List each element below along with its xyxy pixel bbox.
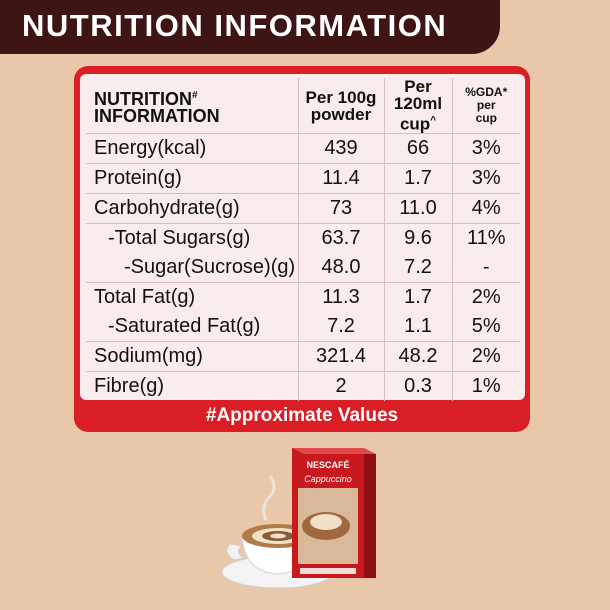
row-gda: 3% [452, 163, 520, 194]
row-per-100g: 48.0 [298, 253, 385, 283]
header-gda-l2: per [476, 98, 496, 112]
row-gda: 2% [452, 341, 520, 372]
row-per-100g: 2 [298, 371, 385, 401]
header-nutrient: NUTRITION# INFORMATION [86, 78, 299, 134]
row-name: Protein(g) [86, 163, 299, 194]
cup-handle-image [226, 543, 246, 561]
row-gda: 5% [452, 312, 520, 342]
row-name: Total Fat(g) [86, 282, 299, 312]
header-nutrient-mark: # [192, 89, 198, 101]
row-per-cup: 9.6 [384, 223, 453, 253]
table-row: Total Fat(g) 11.3 1.7 2% [86, 282, 520, 312]
row-name: Sodium(mg) [86, 341, 299, 372]
row-gda: 1% [471, 375, 501, 397]
product-box-foam-image [310, 514, 342, 530]
row-gda: 4% [452, 193, 520, 224]
header-per-cup-l3: cup [399, 114, 431, 134]
header-per-100g: Per 100g powder [298, 78, 385, 134]
row-per-100g: 439 [298, 133, 385, 164]
header-nutrient-l2: INFORMATION [94, 105, 220, 126]
table-header-row: NUTRITION# INFORMATION Per 100g powder P… [86, 78, 520, 134]
approximate-values-note: #Approximate Values [205, 405, 399, 426]
row-per-cup: 0.3 [384, 371, 453, 401]
row-per-100g: 321.4 [298, 341, 385, 372]
header-gda-l3: cup [475, 111, 497, 125]
table-row: -Total Sugars(g) 63.7 9.6 11% [86, 223, 520, 253]
header-gda: %GDA* per cup [452, 78, 520, 134]
table-row: Energy(kcal) 439 66 3% [86, 133, 520, 164]
row-per-cup: 66 [384, 133, 453, 164]
row-gda: 2% [471, 286, 501, 308]
page-title: NUTRITION INFORMATION [22, 8, 448, 43]
row-per-cup: 1.7 [384, 163, 453, 194]
table-row: Fibre(g) 2 0.3 1% [86, 371, 520, 401]
table-row: Sodium(mg) 321.4 48.2 2% [86, 341, 520, 372]
product-box-label-strip [300, 568, 356, 574]
row-name: -Saturated Fat(g) [86, 312, 299, 342]
row-gda: 3% [452, 133, 520, 164]
row-name: Fibre(g) [86, 371, 299, 401]
table-row: Carbohydrate(g) 73 11.0 4% [86, 193, 520, 224]
steam-image [262, 475, 276, 521]
row-name: Energy(kcal) [86, 133, 299, 164]
title-banner: NUTRITION INFORMATION [0, 0, 500, 54]
header-per-100g-l2: powder [310, 104, 372, 124]
product-image: NESCAFÉ Cappuccino [221, 448, 376, 589]
row-per-100g: 11.4 [298, 163, 385, 194]
header-per-cup-l2: 120ml [393, 94, 443, 114]
header-nutrient-l1: NUTRITION [94, 88, 192, 109]
product-box-side-image [364, 454, 376, 578]
row-per-cup: 1.1 [384, 312, 453, 342]
row-per-100g: 63.7 [298, 223, 385, 253]
row-per-100g: 11.3 [298, 282, 385, 312]
table-row: Protein(g) 11.4 1.7 3% [86, 163, 520, 194]
product-name: Cappuccino [304, 474, 352, 484]
row-per-100g: 7.2 [298, 312, 385, 342]
nutrition-table: NUTRITION# INFORMATION Per 100g powder P… [86, 78, 520, 401]
header-per-cup-l1: Per [404, 77, 432, 97]
row-per-cup: 1.7 [384, 282, 453, 312]
product-brand: NESCAFÉ [306, 460, 349, 470]
header-gda-l1: %GDA* [465, 85, 508, 99]
table-row: -Sugar(Sucrose)(g) 48.0 7.2 - [86, 253, 520, 283]
row-name: -Total Sugars(g) [86, 223, 299, 253]
coffee-art-center-image [270, 533, 286, 539]
row-per-cup: 7.2 [384, 253, 453, 283]
row-gda: 11% [466, 227, 506, 249]
header-per-cup-mark: ^ [430, 115, 437, 127]
row-per-cup: 48.2 [384, 341, 453, 372]
row-per-100g: 73 [298, 193, 385, 224]
row-per-cup: 11.0 [384, 193, 453, 224]
row-gda: - [452, 253, 520, 283]
table-row: -Saturated Fat(g) 7.2 1.1 5% [86, 312, 520, 342]
row-name: -Sugar(Sucrose)(g) [86, 253, 299, 283]
row-name: Carbohydrate(g) [86, 193, 299, 224]
header-per-cup: Per 120ml cup^ [384, 77, 453, 134]
header-per-100g-l1: Per 100g [305, 87, 377, 107]
product-box-top-image [292, 448, 376, 454]
